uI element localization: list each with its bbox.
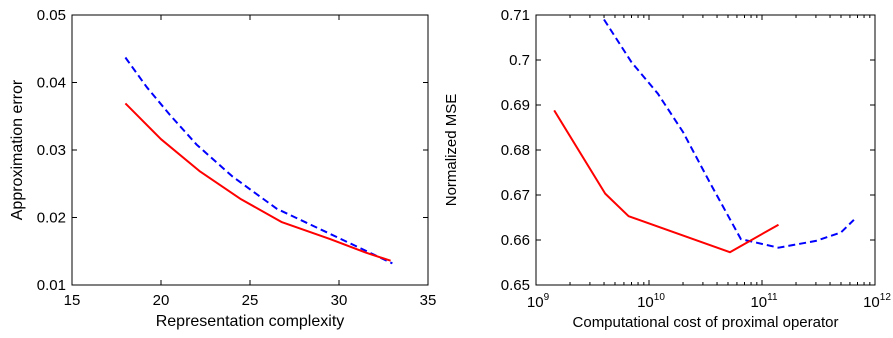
- right-chart-series-red-solid-line: [553, 109, 779, 254]
- right-chart-x-tick-label: 1011: [750, 292, 778, 311]
- right-chart-series-blue-dashed-line: [603, 18, 855, 249]
- left-chart-y-tick-label: 0.02: [37, 210, 66, 227]
- right-chart-x-tick-label: 1010: [637, 292, 665, 311]
- left-chart-x-tick-label: 35: [420, 292, 437, 309]
- left-chart-y-tick-label: 0.03: [37, 142, 66, 159]
- right-chart: 0.65 0.66 0.67 0.68 0.69 0.7 0.71 109 1010 1011 10…: [443, 7, 891, 331]
- left-chart-x-tick-label: 25: [242, 292, 259, 309]
- left-chart-y-axis-label: Approximation error: [9, 79, 26, 220]
- right-chart-y-tick-label: 0.66: [501, 232, 530, 249]
- left-chart-series: [124, 56, 393, 265]
- left-chart-x-tick-label: 20: [153, 292, 170, 309]
- right-chart-y-tick-label: 0.65: [501, 277, 530, 294]
- right-chart-y-tick-label: 0.69: [501, 97, 530, 114]
- right-chart-x-tick-label: 1012: [863, 292, 891, 311]
- right-chart-y-axis-label: Normalized MSE: [443, 94, 460, 207]
- right-chart-y-tick-label: 0.67: [501, 187, 530, 204]
- right-chart-y-tick-label: 0.7: [509, 52, 530, 69]
- right-chart-series: [553, 18, 855, 254]
- left-chart-y-tick-label: 0.01: [37, 277, 66, 294]
- left-chart-series-red-solid-line: [124, 102, 391, 262]
- left-chart-x-tick-label: 15: [64, 292, 81, 309]
- left-chart-axes-box: [71, 14, 429, 286]
- right-chart-y-tick-label: 0.71: [501, 7, 530, 24]
- left-chart-series-blue-dashed-line: [124, 56, 393, 265]
- right-chart-x-tick-label: 109: [527, 292, 550, 311]
- left-chart-ticks: 0.01 0.02 0.03 0.04 0.05 15 20 25 30 35: [37, 7, 437, 309]
- left-chart-y-tick-label: 0.04: [37, 75, 66, 92]
- right-chart-ticks: 0.65 0.66 0.67 0.68 0.69 0.7 0.71 109 1010 1011 10…: [501, 7, 892, 311]
- right-chart-x-axis-label: Computational cost of proximal operator: [573, 314, 839, 331]
- left-chart: 0.01 0.02 0.03 0.04 0.05 15 20 25 30 35 Represent…: [9, 7, 436, 330]
- right-chart-y-tick-label: 0.68: [501, 142, 530, 159]
- left-chart-x-axis-label: Representation complexity: [156, 313, 345, 330]
- left-chart-x-tick-label: 30: [331, 292, 348, 309]
- left-chart-y-tick-label: 0.05: [37, 7, 66, 24]
